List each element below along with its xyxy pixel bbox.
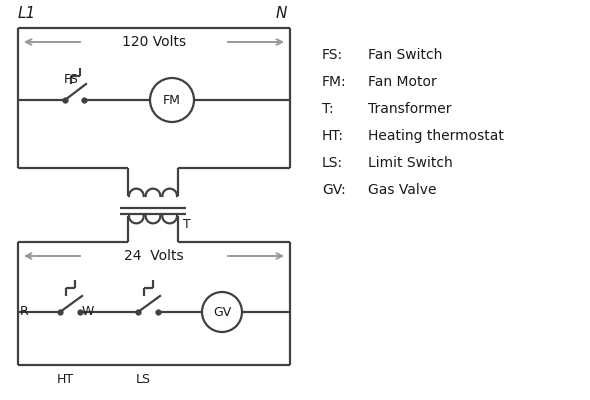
Text: HT:: HT: (322, 129, 344, 143)
Text: W: W (82, 305, 94, 318)
Text: 120 Volts: 120 Volts (122, 35, 186, 49)
Text: FM:: FM: (322, 75, 347, 89)
Text: Transformer: Transformer (368, 102, 451, 116)
Text: LS: LS (136, 373, 150, 386)
Text: Fan Motor: Fan Motor (368, 75, 437, 89)
Text: GV:: GV: (322, 183, 346, 197)
Text: T:: T: (322, 102, 333, 116)
Text: LS:: LS: (322, 156, 343, 170)
Text: R: R (20, 305, 29, 318)
Text: HT: HT (57, 373, 74, 386)
Text: FM: FM (163, 94, 181, 106)
Text: GV: GV (213, 306, 231, 318)
Text: 24  Volts: 24 Volts (124, 249, 184, 263)
Text: FS: FS (64, 73, 79, 86)
Text: FS:: FS: (322, 48, 343, 62)
Text: Heating thermostat: Heating thermostat (368, 129, 504, 143)
Text: Limit Switch: Limit Switch (368, 156, 453, 170)
Text: Fan Switch: Fan Switch (368, 48, 442, 62)
Text: L1: L1 (18, 6, 36, 21)
Text: Gas Valve: Gas Valve (368, 183, 437, 197)
Text: N: N (276, 6, 287, 21)
Text: T: T (183, 218, 191, 230)
